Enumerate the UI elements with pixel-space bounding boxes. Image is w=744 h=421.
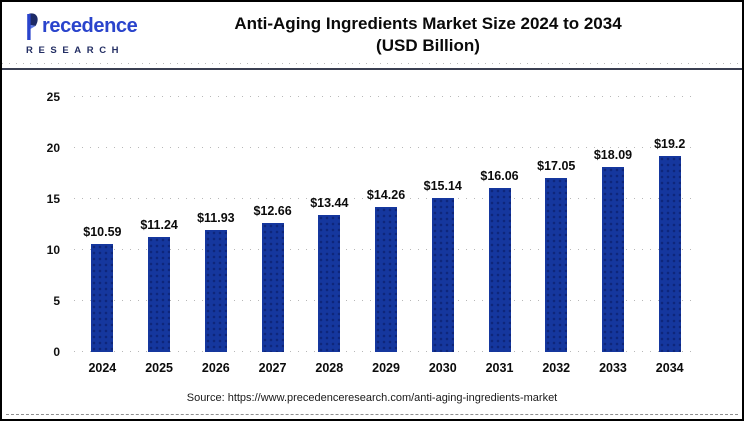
y-axis-tick-10: 10	[46, 243, 60, 257]
chart-title-line1: Anti-Aging Ingredients Market Size 2024 …	[234, 14, 622, 33]
bar-slot-2029: $14.26 2029	[358, 97, 415, 375]
y-axis-tick-0: 0	[53, 345, 60, 359]
x-axis-tick-2029: 2029	[372, 361, 400, 375]
bottom-dashed-rule	[6, 414, 738, 415]
bar-value-label: $11.24	[140, 218, 178, 233]
bar	[488, 188, 511, 352]
bar	[261, 222, 284, 352]
x-axis-tick-2032: 2032	[542, 361, 571, 375]
precedence-research-logo: recedence RESEARCH	[24, 13, 138, 56]
bar	[601, 167, 624, 352]
bar	[318, 214, 341, 352]
bar	[204, 230, 227, 352]
bar-slot-2025: $11.24 2025	[131, 97, 188, 375]
y-axis-tick-15: 15	[46, 192, 60, 206]
bar-value-label: $11.93	[197, 211, 235, 226]
gridline-20	[74, 147, 698, 148]
x-axis-tick-2030: 2030	[428, 361, 457, 375]
bar	[375, 206, 398, 352]
bar-value-label: $14.26	[366, 187, 406, 202]
x-axis-tick-2024: 2024	[88, 361, 117, 375]
bar-slot-2031: $16.06 2031	[471, 97, 528, 375]
bar	[91, 243, 114, 352]
bar-value-label: $16.06	[480, 169, 519, 184]
bar	[431, 197, 454, 352]
bar-value-label: $12.66	[253, 203, 292, 218]
bar-value-label: $13.44	[310, 195, 349, 210]
bar-slot-2024: $10.59 2024	[74, 97, 131, 375]
bars-row: $10.59 2024 $11.24 2025 $11.93 2026 $12.66 2027…	[74, 97, 698, 375]
x-axis-tick-2027: 2027	[258, 361, 287, 375]
x-axis-tick-2031: 2031	[485, 361, 514, 375]
bar	[545, 178, 568, 352]
header-divider-rule	[2, 68, 742, 70]
bar-slot-2034: $19.2 2034	[641, 97, 698, 375]
source-text: Source: https://www.precedenceresearch.c…	[186, 392, 558, 404]
header-dotted-rule	[2, 63, 742, 64]
bar-value-label: $17.05	[537, 159, 576, 174]
x-axis-tick-2033: 2033	[599, 361, 627, 375]
bar-slot-2032: $17.05 2032	[528, 97, 585, 375]
logo-p-icon	[24, 13, 41, 44]
bar	[658, 156, 681, 352]
bar-slot-2027: $12.66 2027	[244, 97, 301, 375]
y-axis-tick-20: 20	[46, 141, 60, 155]
x-axis-tick-2028: 2028	[315, 361, 344, 375]
bar-slot-2033: $18.09 2033	[585, 97, 642, 375]
gridline-25	[74, 96, 698, 97]
logo-brand-text: recedence	[42, 15, 138, 37]
x-axis-tick-2026: 2026	[201, 361, 230, 375]
x-axis-tick-2034: 2034	[655, 361, 684, 375]
bar-slot-2030: $15.14 2030	[414, 97, 471, 375]
chart-title: Anti-Aging Ingredients Market Size 2024 …	[114, 13, 742, 57]
bar-value-label: $18.09	[593, 148, 633, 163]
y-axis-tick-25: 25	[46, 90, 60, 104]
y-axis-tick-5: 5	[53, 294, 60, 308]
chart-title-line2: (USD Billion)	[376, 36, 480, 55]
bar-slot-2026: $11.93 2026	[187, 97, 244, 375]
logo-sub-text: RESEARCH	[26, 45, 125, 56]
x-axis-tick-2025: 2025	[145, 361, 173, 375]
bar-value-label: $19.2	[654, 137, 686, 152]
bar	[148, 237, 171, 352]
bar-slot-2028: $13.44 2028	[301, 97, 358, 375]
plot-area: 0 5 10 15 20 25 $10.59 2024 $11.24 2025 $11.93 2026…	[47, 90, 698, 375]
gridline-15	[74, 198, 698, 199]
bar-value-label: $10.59	[83, 224, 122, 239]
bar-value-label: $15.14	[423, 178, 462, 193]
